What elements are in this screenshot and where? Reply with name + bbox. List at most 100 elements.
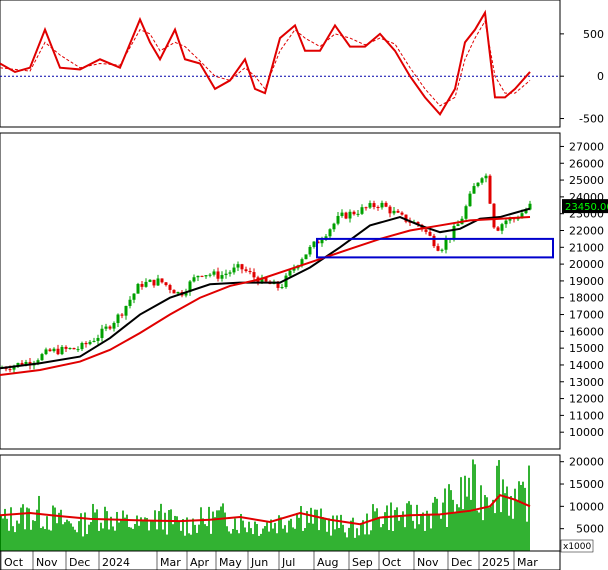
candle-body [476,182,480,187]
oscillator-tick-label: 0 [597,70,604,83]
volume-bar [490,506,492,551]
volume-bar [164,512,166,551]
volume-bar [396,507,398,551]
price-panel [0,132,561,450]
candle-body [196,275,200,278]
volume-bar [4,508,6,551]
volume-bar [202,518,204,551]
volume-bar [436,498,438,551]
volume-bar [158,511,160,551]
volume-bar [428,514,430,551]
month-label: Sep [352,556,373,569]
volume-bar [12,526,14,551]
candle-body [264,277,268,282]
volume-bar [480,485,482,551]
month-label: Aug [317,556,338,569]
volume-bar [248,521,250,551]
candle-body [16,362,20,366]
volume-bar [136,515,138,551]
month-labels: Oct Nov Dec 2024 Mar Apr May Jun Jul Aug Sep Oct Nov… [0,551,538,570]
volume-panel [0,454,561,552]
volume-bar [300,506,302,551]
volume-bar [214,517,216,551]
volume-bar [360,524,362,551]
volume-bar [220,506,222,551]
price-tick-label: 18000 [569,292,604,305]
volume-bar [364,534,366,551]
candle-body [444,239,448,250]
candle-body [76,349,80,351]
volume-bar [52,505,54,551]
price-tick-label: 27000 [569,140,604,153]
last-price-label: 23450.00 [565,202,608,213]
candle-body [504,220,508,225]
volume-bar [184,535,186,551]
candle-body [312,241,316,247]
volume-bar [154,510,156,551]
volume-bar [80,513,82,551]
candle-body [8,369,12,371]
volume-bar [386,505,388,551]
volume-bar [492,499,494,551]
volume-bar [418,524,420,551]
volume-bar [264,526,266,551]
volume-bar [302,530,304,551]
volume-bar [188,533,190,551]
candle-body [68,347,72,349]
volume-bar [70,523,72,551]
volume-bar [390,502,392,551]
volume-bar [320,508,322,551]
volume-bar [368,534,370,551]
volume-bar [440,518,442,551]
volume-bar [528,465,530,551]
volume-bar [112,526,114,551]
volume-bar [236,529,238,551]
volume-bar [348,527,350,551]
volume-bar [120,520,122,551]
volume-bar [92,503,94,551]
volume-bar [144,517,146,551]
volume-bar [346,537,348,551]
candle-body [204,275,208,277]
price-tick-label: 22000 [569,224,604,237]
volume-bar [294,528,296,551]
volume-bar [518,481,520,551]
volume-bar [118,522,120,551]
volume-bar [516,500,518,551]
volume-bar [458,507,460,551]
volume-bar [414,528,416,551]
candle-body [464,206,468,219]
candle-body [80,342,84,350]
volume-bar [48,529,50,551]
price-tick-label: 21000 [569,241,604,254]
volume-bar [156,529,158,551]
candle-body [404,214,408,222]
volume-bar [6,518,8,551]
volume-bar [314,509,316,551]
volume-bar [394,509,396,551]
volume-bar [148,530,150,551]
moving-average-long [0,216,531,377]
candle-body [344,212,348,219]
candle-body [436,246,440,251]
candle-body [292,268,296,271]
volume-bar [262,528,264,551]
volume-bar [474,464,476,551]
volume-bar [330,535,332,551]
price-tick-label: 20000 [569,258,604,271]
volume-bar [498,460,500,551]
volume-bar [62,524,64,551]
volume-bar [2,518,4,551]
price-tick-label: 25000 [569,174,604,187]
volume-bar [34,521,36,551]
price-tick-label: 13000 [569,376,604,389]
candle-body [388,206,392,214]
volume-bar [180,530,182,551]
volume-bar [502,479,504,551]
volume-bar [56,523,58,551]
volume-bar [452,499,454,551]
volume-bar [108,529,110,551]
volume-bar [226,526,228,551]
volume-bar [178,521,180,551]
volume-bar [312,523,314,551]
